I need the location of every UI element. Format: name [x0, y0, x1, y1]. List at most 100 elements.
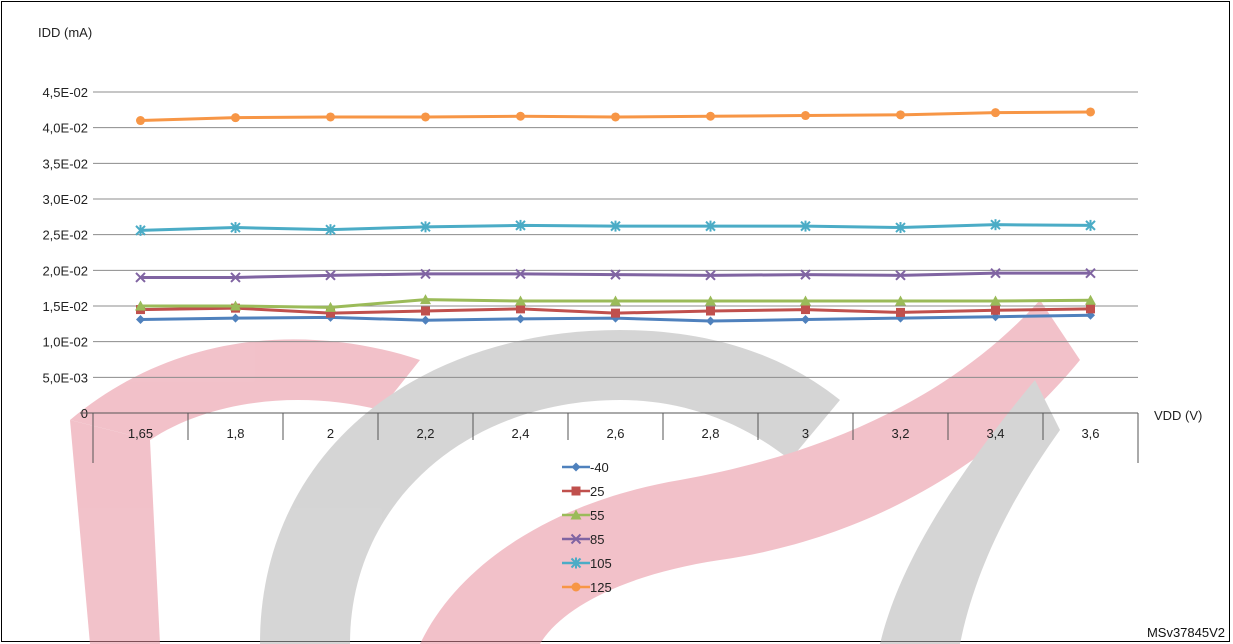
y-tick-label: 4,0E-02	[42, 121, 88, 136]
data-point	[1085, 219, 1096, 231]
data-point	[990, 219, 1001, 231]
figure-id-label: MSv37845V2	[1146, 625, 1225, 640]
data-point	[516, 111, 525, 121]
y-tick-label: 4,5E-02	[42, 85, 88, 100]
x-axis-title: VDD (V)	[1154, 408, 1202, 423]
x-tick-label: 3,6	[1081, 426, 1099, 441]
x-tick-label: 2,2	[416, 426, 434, 441]
legend-item-125: 125	[562, 580, 612, 595]
y-tick-label: 1,5E-02	[42, 299, 88, 314]
gridlines	[93, 91, 1138, 378]
series-105	[135, 219, 1096, 236]
data-point	[1085, 267, 1096, 279]
data-point	[611, 112, 620, 122]
data-point	[706, 316, 715, 326]
x-tick-label: 3,4	[986, 426, 1004, 441]
legend-label: -40	[590, 460, 609, 475]
legend-marker	[571, 582, 581, 592]
x-tick-label: 2,8	[701, 426, 719, 441]
data-point	[230, 300, 241, 311]
data-point	[800, 220, 811, 232]
data-point	[230, 222, 241, 234]
data-point	[325, 270, 336, 281]
x-tick-label: 3,2	[891, 426, 909, 441]
data-point	[516, 304, 525, 314]
data-point	[420, 294, 431, 305]
legend-label: 125	[590, 580, 612, 595]
legend-marker	[570, 509, 582, 520]
y-tick-label: 2,5E-02	[42, 228, 88, 243]
data-point	[610, 295, 621, 306]
y-tick-label: 3,0E-02	[42, 192, 88, 207]
data-point	[990, 267, 1001, 279]
data-point	[231, 113, 240, 123]
legend-marker	[570, 533, 582, 545]
data-point	[136, 116, 145, 126]
data-point	[136, 315, 145, 325]
legend-marker	[570, 557, 582, 569]
data-point	[421, 306, 430, 316]
data-point	[896, 110, 905, 120]
data-point	[610, 220, 621, 232]
data-point	[610, 269, 621, 280]
data-point	[231, 313, 240, 323]
legend-item-25: 25	[562, 484, 604, 499]
data-point	[801, 305, 810, 315]
data-point	[1086, 304, 1095, 314]
data-point	[895, 222, 906, 234]
y-tick-label: 3,5E-02	[42, 156, 88, 171]
data-point	[800, 269, 811, 280]
data-point	[516, 314, 525, 324]
data-point	[421, 112, 430, 122]
series-55	[135, 294, 1096, 312]
series-85	[135, 267, 1096, 283]
data-point	[800, 295, 811, 306]
legend-label: 55	[590, 508, 604, 523]
x-tick-label: 2	[327, 426, 334, 441]
legend-label: 25	[590, 484, 604, 499]
series-lines	[135, 107, 1096, 326]
legend-marker	[571, 462, 581, 472]
data-point	[420, 221, 431, 233]
y-tick-label: 5,0E-03	[42, 370, 88, 385]
data-point	[515, 295, 526, 306]
data-point	[706, 306, 715, 316]
legend-label: 85	[590, 532, 604, 547]
data-point	[326, 112, 335, 122]
y-axis-ticks: 05,0E-031,0E-021,5E-022,0E-022,5E-023,0E…	[42, 85, 88, 421]
legend-label: 105	[590, 556, 612, 571]
data-point	[706, 111, 715, 121]
data-point	[896, 307, 905, 317]
legend-item-85: 85	[562, 532, 604, 547]
data-point	[1086, 107, 1095, 117]
data-point	[420, 268, 431, 280]
legend-item--40: -40	[562, 460, 609, 475]
legend: -40 25 55 85 105 125	[562, 460, 612, 595]
x-tick-label: 1,8	[226, 426, 244, 441]
y-tick-label: 1,0E-02	[42, 335, 88, 350]
data-point	[421, 315, 430, 325]
watermark	[70, 300, 1080, 644]
legend-item-105: 105	[562, 556, 612, 571]
data-point	[515, 268, 526, 280]
data-point	[895, 270, 906, 281]
legend-item-55: 55	[562, 508, 604, 523]
y-tick-label: 2,0E-02	[42, 263, 88, 278]
data-point	[991, 108, 1000, 118]
y-axis-title: IDD (mA)	[38, 25, 92, 40]
data-point	[705, 220, 716, 232]
x-tick-label: 2,4	[511, 426, 529, 441]
data-point	[135, 300, 146, 311]
data-point	[515, 219, 526, 231]
legend-marker	[571, 486, 581, 496]
data-point	[325, 301, 336, 312]
data-point	[801, 315, 810, 325]
data-point	[990, 295, 1001, 306]
x-axis: 1,65 1,8 2 2,2 2,4 2,6 2,8 3 3,2 3,4 3,6	[80, 412, 1139, 463]
data-point	[230, 272, 241, 283]
data-point	[895, 295, 906, 306]
series-125	[136, 107, 1095, 126]
data-point	[325, 224, 336, 236]
